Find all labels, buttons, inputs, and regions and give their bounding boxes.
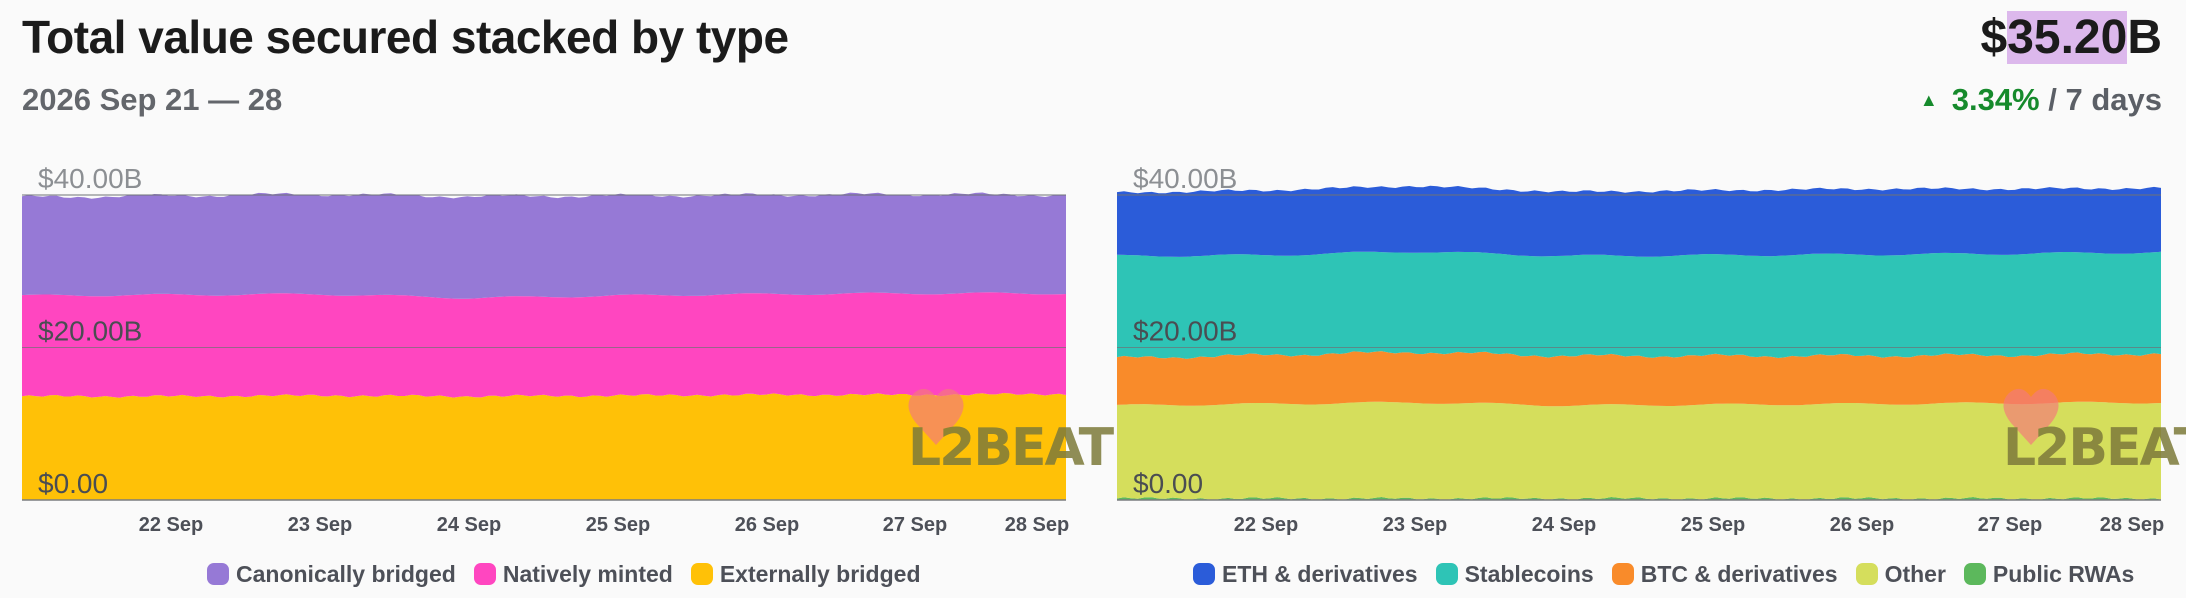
x-tick-label: 25 Sep — [1681, 514, 1745, 536]
l2beat-logo-watermark: L2BEAT — [2003, 388, 2186, 478]
change-period: / 7 days — [2048, 82, 2162, 117]
x-tick-label: 22 Sep — [139, 514, 203, 536]
area-btc-and-derivatives[interactable] — [1117, 351, 2161, 407]
legend-item-stablecoins[interactable]: Stablecoins — [1435, 560, 1594, 588]
legend-item-btc-and-derivatives[interactable]: BTC & derivatives — [1611, 560, 1838, 588]
legend-swatch — [1855, 563, 1878, 585]
legend-label: Externally bridged — [719, 560, 921, 587]
total-prefix: $ — [1980, 11, 2008, 64]
legend-swatch — [1435, 563, 1458, 585]
legend-swatch — [1193, 563, 1215, 585]
area-externally-bridged[interactable] — [22, 393, 1066, 500]
legend-left: Canonically bridged Natively minted Extern… — [207, 558, 921, 590]
change-percent: 3.34% — [1951, 82, 2040, 117]
legend-label: Canonically bridged — [236, 560, 456, 587]
x-tick-label: 23 Sep — [1383, 514, 1447, 536]
svg-text:L2BEAT: L2BEAT — [908, 418, 1115, 478]
total-value: $35.20B — [1980, 10, 2162, 65]
legend-item-externally-bridged[interactable]: Externally bridged — [690, 560, 921, 588]
legend-swatch — [207, 563, 229, 585]
x-tick-label: 26 Sep — [735, 514, 799, 536]
chart-panel-2: $0.00 $20.00B $40.00B 22 Sep 23 Sep 24 Sep 25 … — [1117, 163, 2186, 536]
area-natively-minted[interactable] — [22, 292, 1066, 398]
legend-item-eth-and-derivatives[interactable]: ETH & derivatives — [1193, 561, 1418, 588]
total-suffix: B — [2127, 11, 2162, 64]
legend-swatch — [690, 563, 713, 585]
triangle-up-icon: ▲ — [1919, 89, 1938, 110]
y-tick-label: $40.00B — [1133, 163, 1237, 194]
y-tick-label: $20.00B — [38, 316, 142, 347]
legend-swatch — [1963, 563, 1986, 585]
y-tick-label: $20.00B — [1133, 316, 1237, 347]
svg-text:L2BEAT: L2BEAT — [2003, 418, 2186, 478]
legend-label: Other — [1884, 560, 1946, 587]
legend-label: Stablecoins — [1464, 560, 1594, 587]
y-tick-label: $0.00 — [1133, 468, 1203, 499]
legend-item-public-rwas[interactable]: Public RWAs — [1963, 560, 2135, 588]
legend-label: Public RWAs — [1992, 560, 2135, 587]
l2beat-logo-watermark: L2BEAT — [908, 388, 1117, 478]
legend-label: Natively minted — [502, 560, 673, 587]
x-tick-label: 26 Sep — [1830, 514, 1894, 536]
y-tick-label: $40.00B — [38, 163, 142, 194]
legend-swatch — [1611, 563, 1634, 585]
area-other[interactable] — [1117, 401, 2161, 500]
area-eth-and-derivatives[interactable] — [1117, 185, 2161, 257]
x-tick-label: 27 Sep — [1978, 514, 2042, 536]
legend-item-other[interactable]: Other — [1855, 560, 1946, 588]
legend-right: ETH & derivatives Stablecoins BTC & deriva… — [1193, 558, 2134, 590]
legend-label: BTC & derivatives — [1640, 560, 1838, 587]
legend-item-canonically-bridged[interactable]: Canonically bridged — [207, 561, 456, 588]
x-tick-label: 23 Sep — [288, 514, 352, 536]
x-tick-label: 28 Sep — [1005, 514, 1069, 536]
change-indicator: ▲ 3.34% / 7 days — [1920, 82, 2162, 118]
x-tick-label: 22 Sep — [1234, 514, 1298, 536]
legend-label: ETH & derivatives — [1222, 560, 1418, 587]
legend-swatch — [473, 563, 496, 585]
x-tick-label: 24 Sep — [1532, 514, 1596, 536]
x-tick-label: 27 Sep — [883, 514, 947, 536]
page-title: Total value secured stacked by type — [22, 11, 789, 63]
chart-panel-1: $0.00 $20.00B $40.00B 22 Sep 23 Sep 24 Sep 25 … — [22, 163, 1117, 536]
total-highlight: 35.20 — [2007, 11, 2128, 64]
y-tick-label: $0.00 — [38, 468, 108, 499]
x-tick-label: 24 Sep — [437, 514, 501, 536]
legend-item-natively-minted[interactable]: Natively minted — [473, 560, 673, 588]
area-canonically-bridged[interactable] — [22, 192, 1066, 299]
date-range: 2026 Sep 21 — 28 — [22, 82, 283, 117]
x-tick-label: 25 Sep — [586, 514, 650, 536]
x-tick-label: 28 Sep — [2100, 514, 2164, 536]
area-stablecoins[interactable] — [1117, 251, 2161, 359]
